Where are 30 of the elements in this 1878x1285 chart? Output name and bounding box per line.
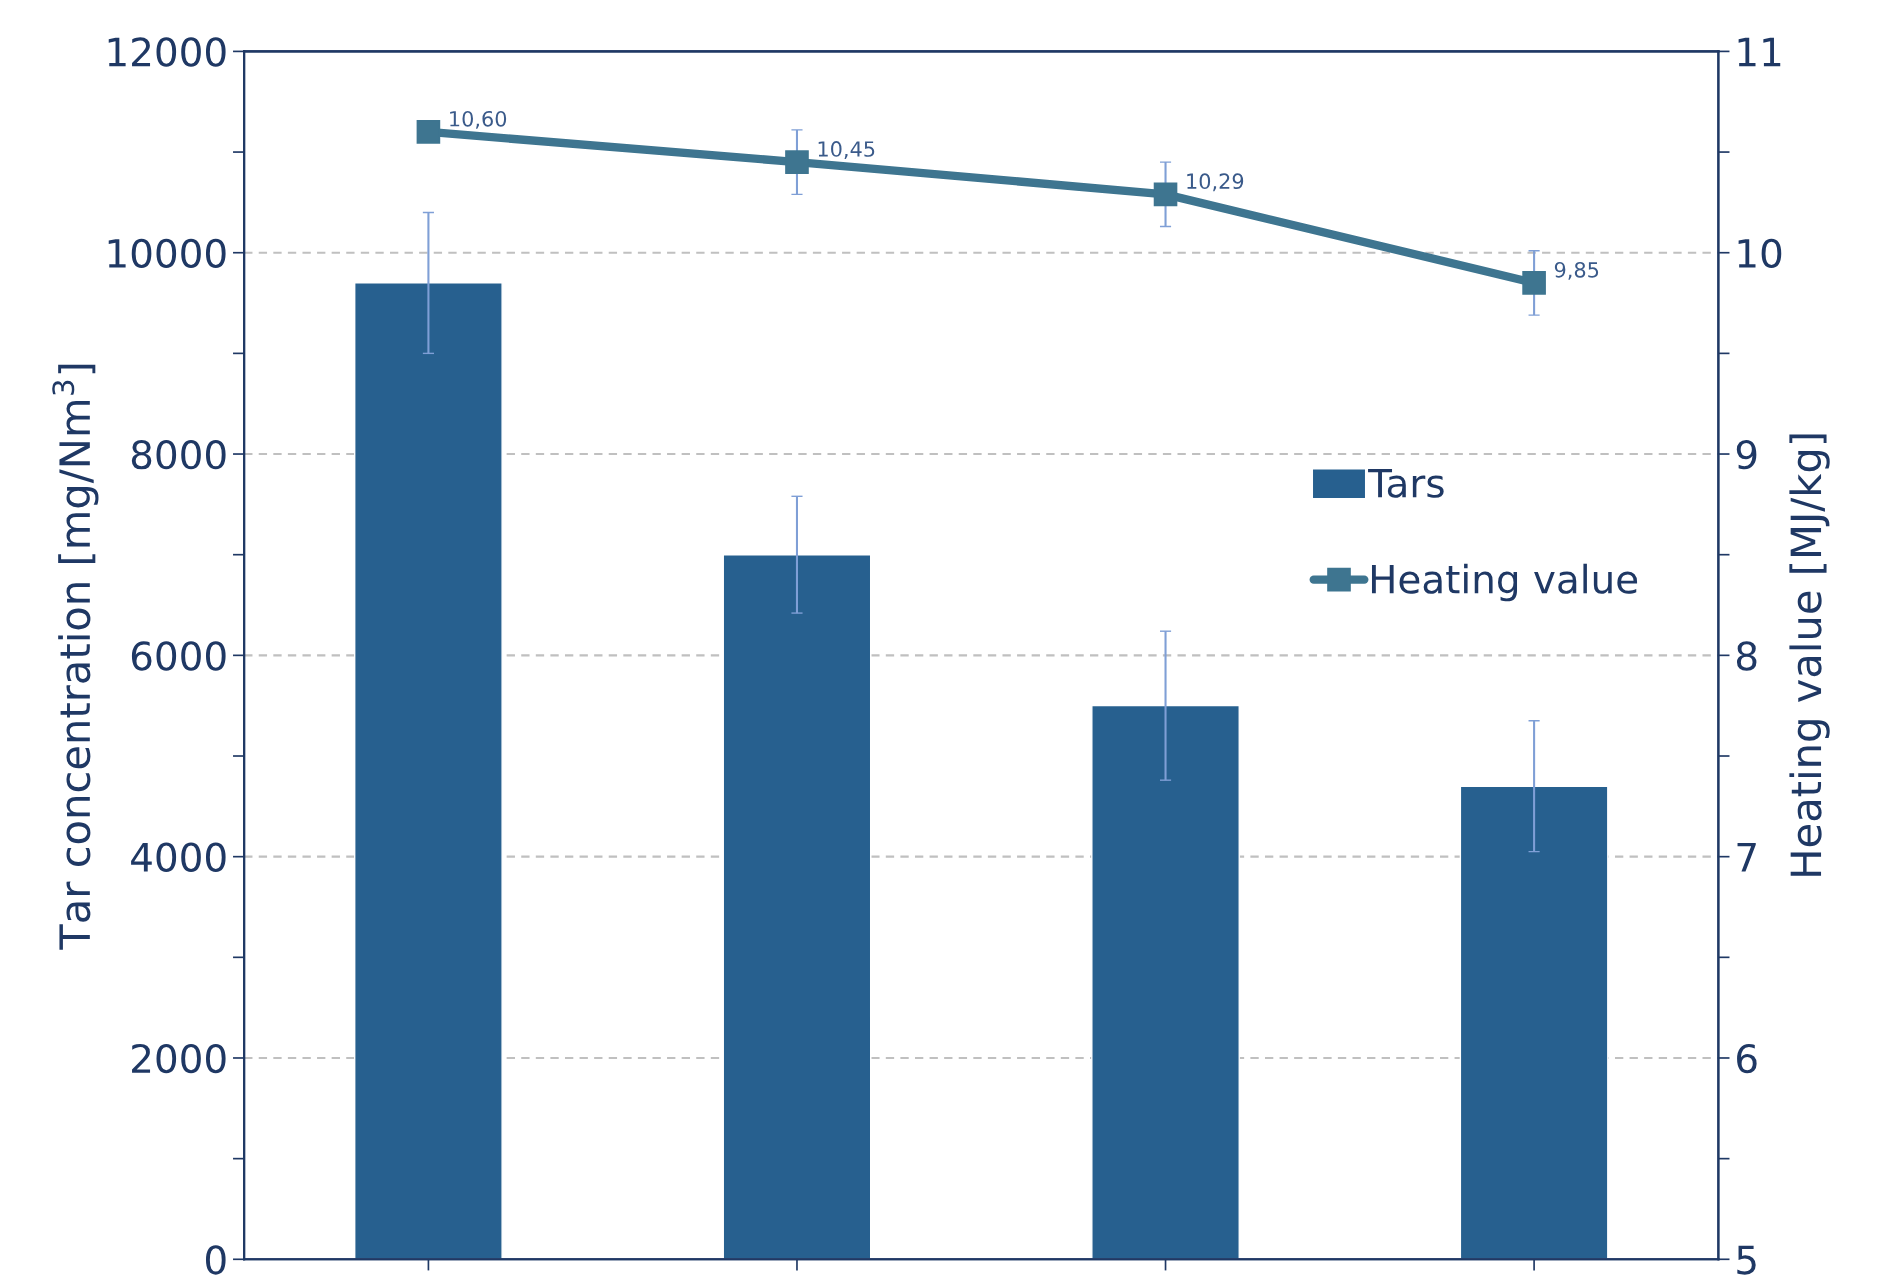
legend-label: Tars [1368,468,1444,498]
y-tick-label: 0 [205,1245,226,1275]
data-label: 10,29 [1187,173,1244,192]
y2-tick-label: 11 [1738,37,1781,67]
y-tick-label: 12000 [108,37,226,67]
y2-tick-label: 6 [1737,1043,1757,1074]
y2-tick-label: 9 [1736,439,1757,470]
point [785,150,809,174]
y2-axis-title: Heating value [MJ/kg] [1789,434,1830,876]
y-tick-label: 6000 [131,641,226,671]
bar [1459,785,1609,1260]
y2-tick-label: 7 [1737,843,1756,872]
bar [722,553,872,1260]
y-tick-label: 4000 [131,842,226,872]
data-label: 9,85 [1554,261,1599,280]
data-label: 10,45 [818,141,875,159]
bar [1091,704,1240,1260]
point [1522,271,1546,295]
y2-tick-label: 5 [1737,1245,1756,1275]
legend-label: Heating value [1371,563,1638,602]
y2-tick-label: 8 [1736,641,1757,671]
point [1153,182,1178,207]
y-tick-label: 8000 [131,439,226,470]
y-axis-title: Tar concentration [mg/Nm$^{3}$] [52,364,99,950]
data-label: 10,60 [450,110,507,129]
y-tick-label: 10000 [108,238,226,269]
y-tick-label: 2000 [132,1043,226,1074]
y2-tick-label: 10 [1738,238,1782,269]
point [416,120,441,144]
bar [354,282,503,1260]
